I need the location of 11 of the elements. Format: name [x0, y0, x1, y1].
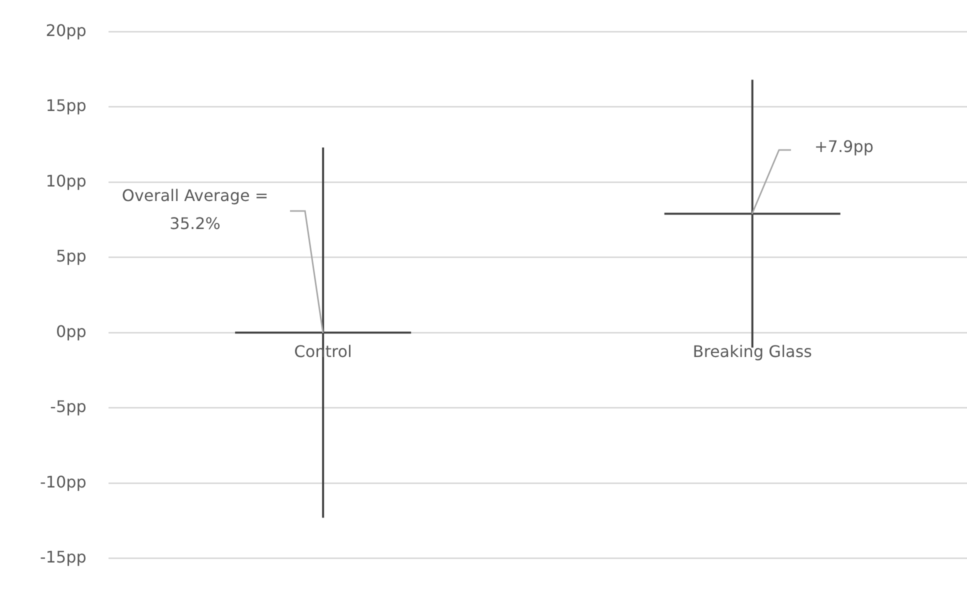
y-tick-label: 5pp [56, 246, 86, 266]
x-tick-label: Breaking Glass [692, 342, 812, 361]
annotation: Overall Average = 35.2% [122, 186, 268, 233]
y-tick-label: 0pp [56, 322, 86, 341]
y-tick-label: -15pp [40, 548, 86, 567]
y-tick-label: -10pp [40, 472, 86, 492]
annotation: +7.9pp [814, 136, 874, 156]
y-tick-label: 10pp [46, 171, 86, 190]
y-tick-label: 20pp [46, 20, 86, 40]
y-tick-label: -5pp [50, 397, 86, 416]
y-tick-label: 15pp [46, 96, 86, 116]
